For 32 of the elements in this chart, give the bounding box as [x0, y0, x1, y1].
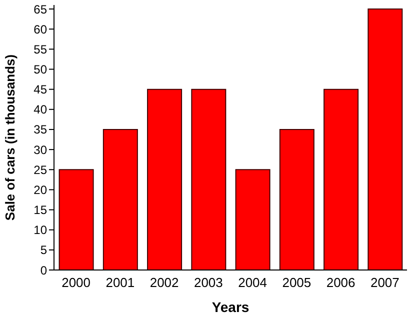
y-axis-title: Sale of cars (in thousands) — [2, 54, 18, 221]
y-tick-label: 55 — [34, 42, 48, 56]
x-tick-label: 2005 — [282, 275, 312, 290]
bar — [235, 169, 270, 270]
x-tick-label: 2007 — [370, 275, 400, 290]
y-tick-label: 35 — [34, 122, 48, 137]
bar — [279, 128, 314, 270]
y-tick-label: 5 — [40, 243, 48, 258]
y-tick-label: 10 — [34, 223, 48, 238]
y-tick-label: 30 — [34, 142, 48, 157]
y-tick-label: 50 — [34, 62, 48, 76]
y-tick-label: 45 — [34, 82, 48, 97]
y-tick-label: 15 — [34, 203, 48, 218]
y-tick-label: 40 — [34, 102, 48, 117]
bar — [368, 8, 403, 270]
y-tick-label: 60 — [34, 22, 48, 36]
y-tick-label: 20 — [34, 182, 48, 197]
x-axis-title: Years — [212, 299, 250, 315]
x-tick-label: 2001 — [106, 275, 135, 290]
bar — [191, 88, 226, 270]
bar — [102, 128, 138, 270]
bar — [324, 88, 359, 270]
y-tick-label: 0 — [40, 263, 48, 278]
x-tick-label: 2006 — [326, 275, 356, 290]
x-tick-label: 2004 — [238, 275, 268, 290]
x-tick-label: 2000 — [62, 275, 91, 290]
bar — [147, 88, 182, 270]
x-tick-label: 2003 — [194, 275, 223, 290]
x-tick-label: 2002 — [150, 275, 179, 290]
y-tick-label: 25 — [34, 162, 48, 177]
bar — [58, 169, 94, 270]
y-tick-label: 65 — [34, 2, 48, 16]
